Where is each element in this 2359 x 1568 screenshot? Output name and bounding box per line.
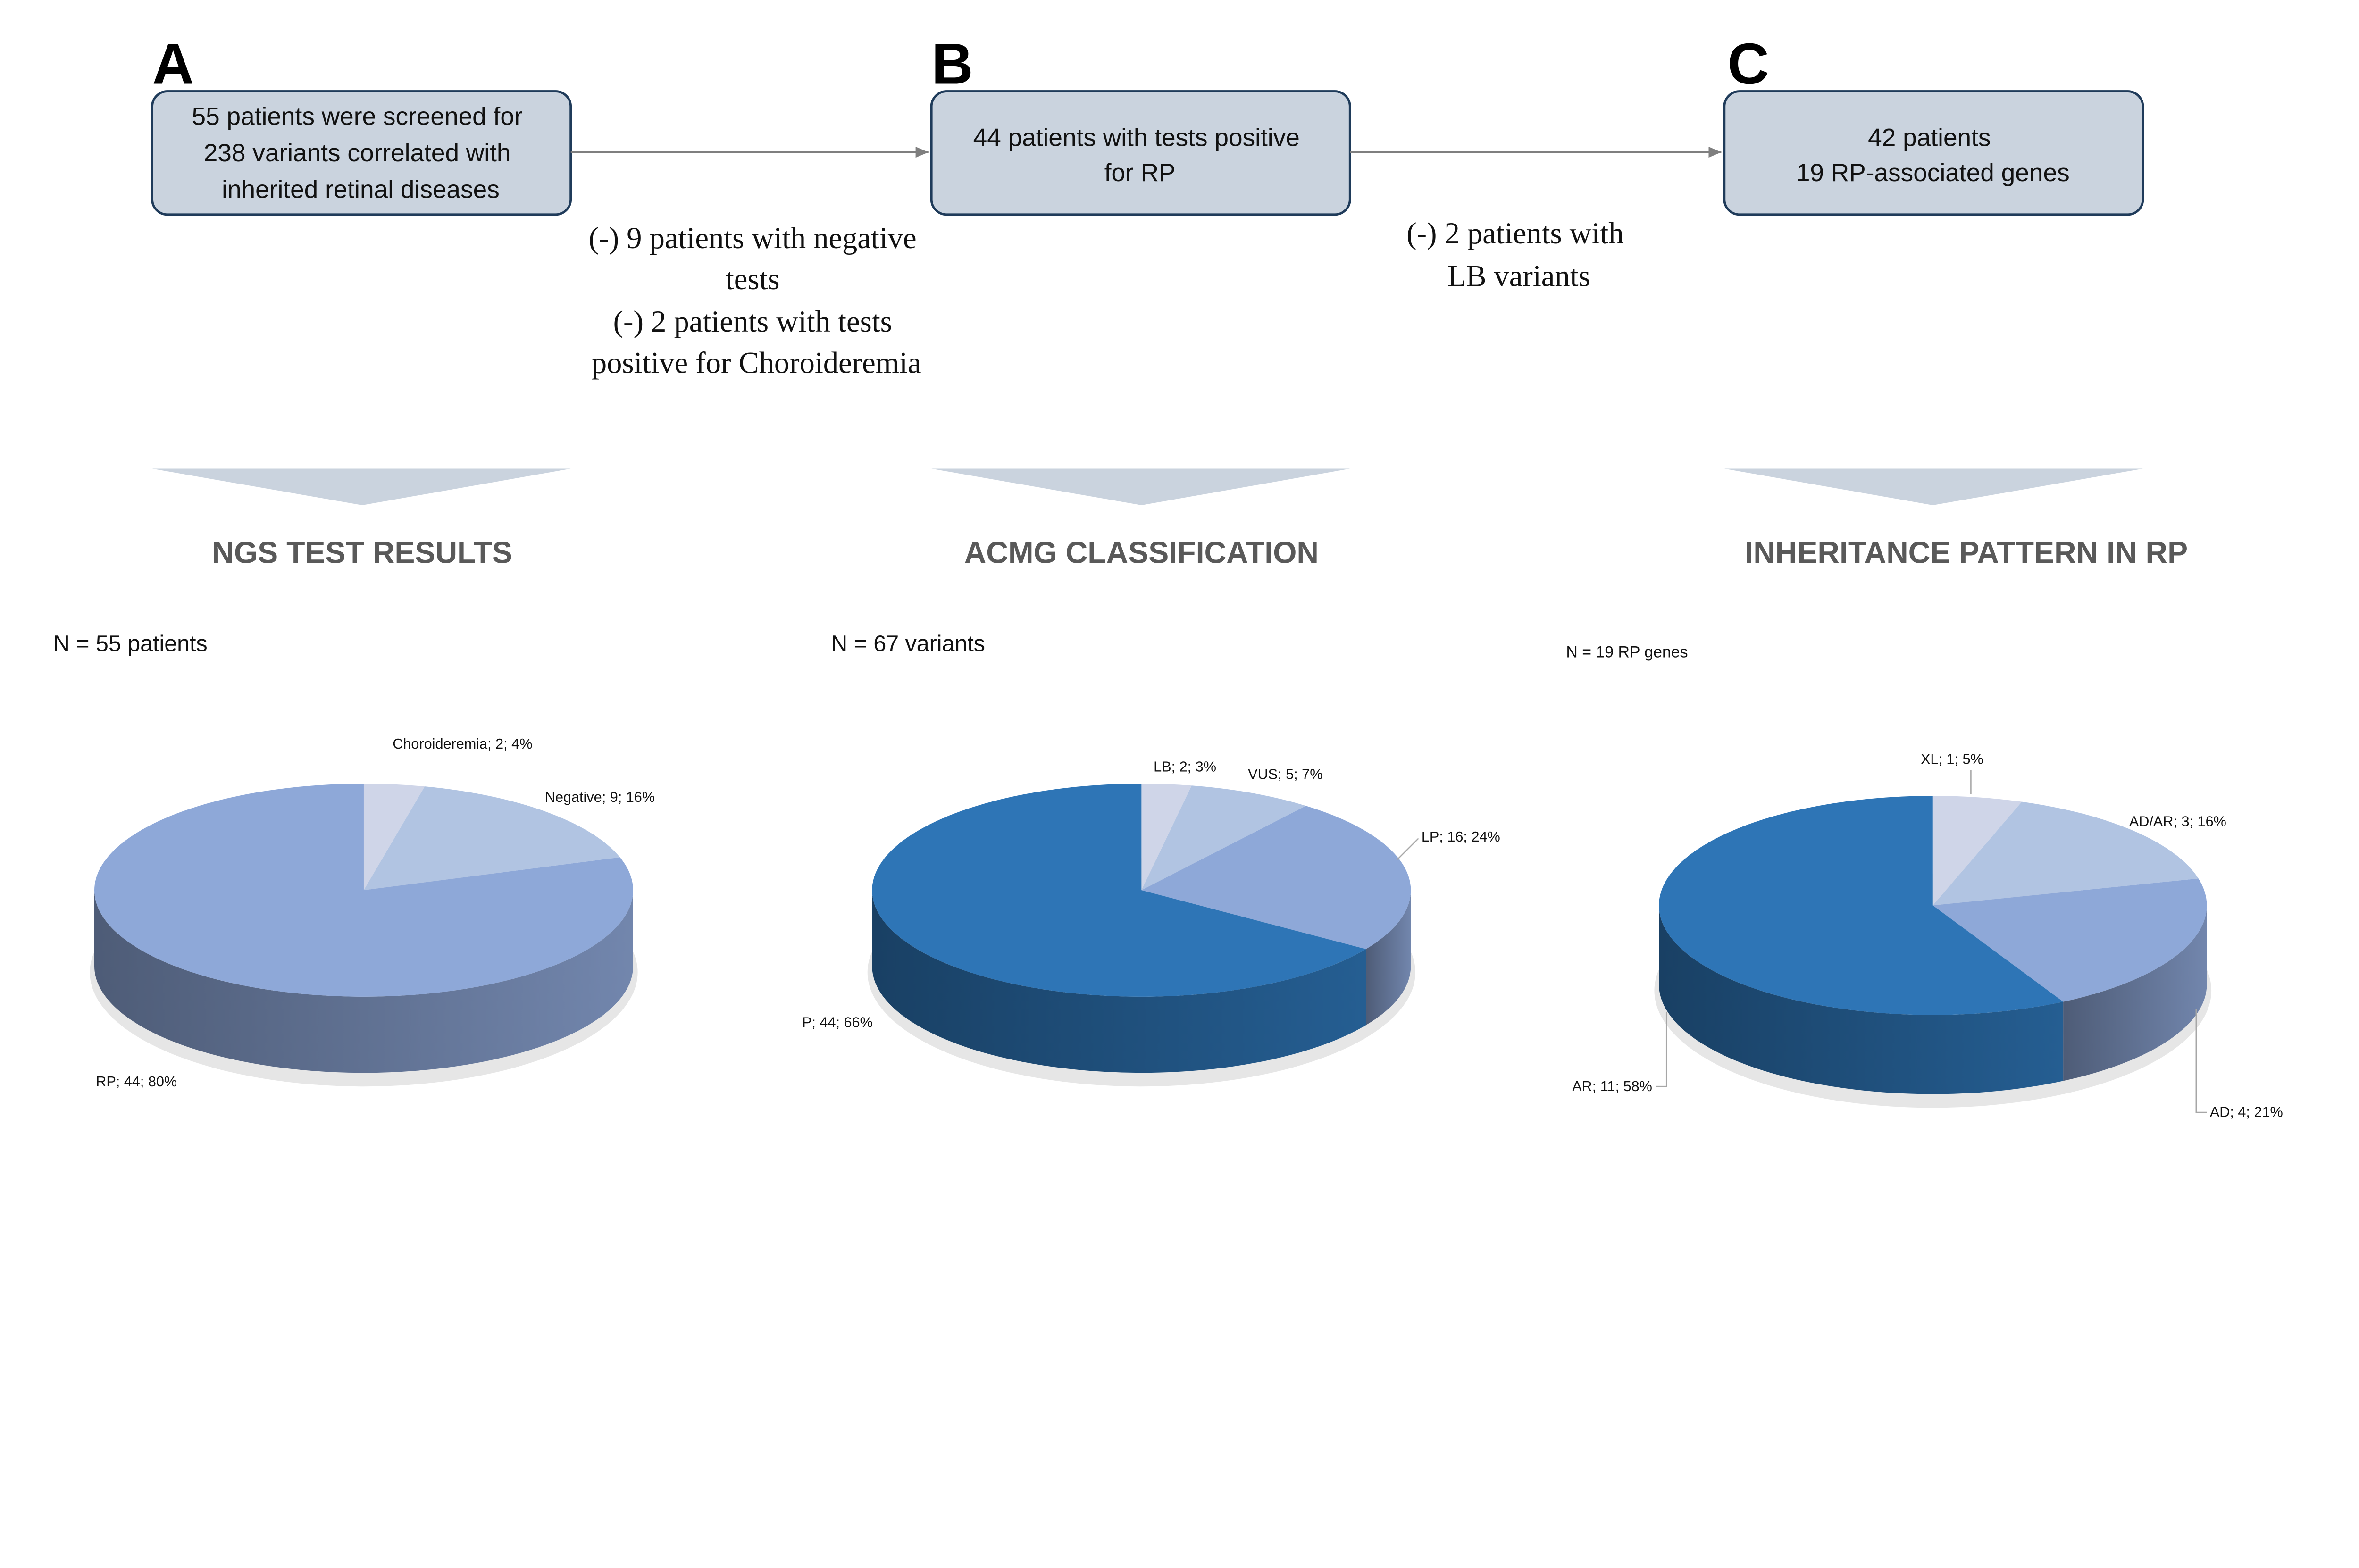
pie-a-label-choroideremia: Choroideremia; 2; 4% <box>393 736 532 752</box>
pie-2-side-ar <box>1659 905 2064 1094</box>
pie-0-side-rp <box>94 890 633 1073</box>
pie-c-label-xl: XL; 1; 5% <box>1921 751 1983 767</box>
pie-c-leader-ar <box>1656 1012 1667 1087</box>
box-b-text: 44 patients with tests positive for RP <box>973 124 1307 187</box>
n-label-a: N = 55 patients <box>53 631 208 657</box>
exclusion-note-2: (-) 2 patients with LB variants <box>1406 217 1631 292</box>
pie-1-slice-lb <box>1141 784 1192 891</box>
pie-1-side-lp <box>1366 890 1411 1026</box>
box-b-line-1: 44 patients with tests positive <box>973 124 1300 152</box>
chevron-a <box>152 468 571 505</box>
pie-b-leader-lp <box>1397 838 1419 860</box>
pie-1-slice-p <box>872 784 1366 997</box>
box-c-text: 42 patients 19 RP-associated genes <box>1796 124 2070 187</box>
pie-2-slice-ad <box>1932 878 2207 1002</box>
pie-2-slice-ar <box>1659 796 2064 1015</box>
box-b-line-2: for RP <box>1104 159 1176 187</box>
pie-a-label-rp: RP; 44; 80% <box>96 1074 177 1090</box>
pie-1-slice-lp <box>1141 806 1411 949</box>
box-b <box>930 90 1351 216</box>
box-a-text: 55 patients were screened for 238 varian… <box>192 103 530 204</box>
exclusion-note-1: (-) 9 patients with negative tests (-) 2… <box>589 221 924 380</box>
pie-a-label-negative: Negative; 9; 16% <box>545 789 655 805</box>
figure: A B C 55 patients were screened for 238 … <box>53 31 2283 1120</box>
pie-c-leader-ad <box>2195 1009 2207 1113</box>
chevron-c <box>1724 468 2143 505</box>
panel-letter-a: A <box>152 31 194 96</box>
pie-b-label-p: P; 44; 66% <box>802 1014 873 1030</box>
heading-a: NGS TEST RESULTS <box>212 536 512 570</box>
pie-1-side-p <box>872 890 1366 1073</box>
pie-0-slice-negative <box>363 786 620 891</box>
pie-c-label-ad: AD; 4; 21% <box>2210 1104 2283 1120</box>
box-a-line-2: 238 variants correlated with <box>204 139 511 167</box>
heading-b: ACMG CLASSIFICATION <box>964 536 1319 570</box>
box-a-line-3: inherited retinal diseases <box>222 175 500 203</box>
box-c-line-2: 19 RP-associated genes <box>1796 159 2070 187</box>
box-c <box>1723 90 2144 216</box>
panel-letter-c: C <box>1727 31 1769 96</box>
chevron-b <box>931 468 1350 505</box>
pie-0-slice-rp <box>94 784 633 997</box>
pie-2-side-ad <box>2063 905 2207 1081</box>
pie-b-label-vus: VUS; 5; 7% <box>1248 767 1322 783</box>
pie-b-label-lb: LB; 2; 3% <box>1154 759 1216 775</box>
box-a-line-1: 55 patients were screened for <box>192 103 523 131</box>
pie-c-label-adar: AD/AR; 3; 16% <box>2129 814 2226 830</box>
n-label-b: N = 67 variants <box>831 631 985 657</box>
pie-b-label-lp: LP; 16; 24% <box>1422 829 1500 845</box>
box-c-line-1: 42 patients <box>1868 124 1991 152</box>
heading-c: INHERITANCE PATTERN IN RP <box>1745 536 2188 570</box>
pie-1-slice-vus <box>1141 785 1306 891</box>
pie-c-label-ar: AR; 11; 58% <box>1572 1078 1652 1094</box>
pie-2-slice-xl <box>1932 796 2022 906</box>
pie-2-slice-adar <box>1932 801 2199 906</box>
n-label-c: N = 19 RP genes <box>1566 643 1688 661</box>
pie-0-slice-choroideremia <box>363 784 425 891</box>
panel-letter-b: B <box>931 31 973 96</box>
